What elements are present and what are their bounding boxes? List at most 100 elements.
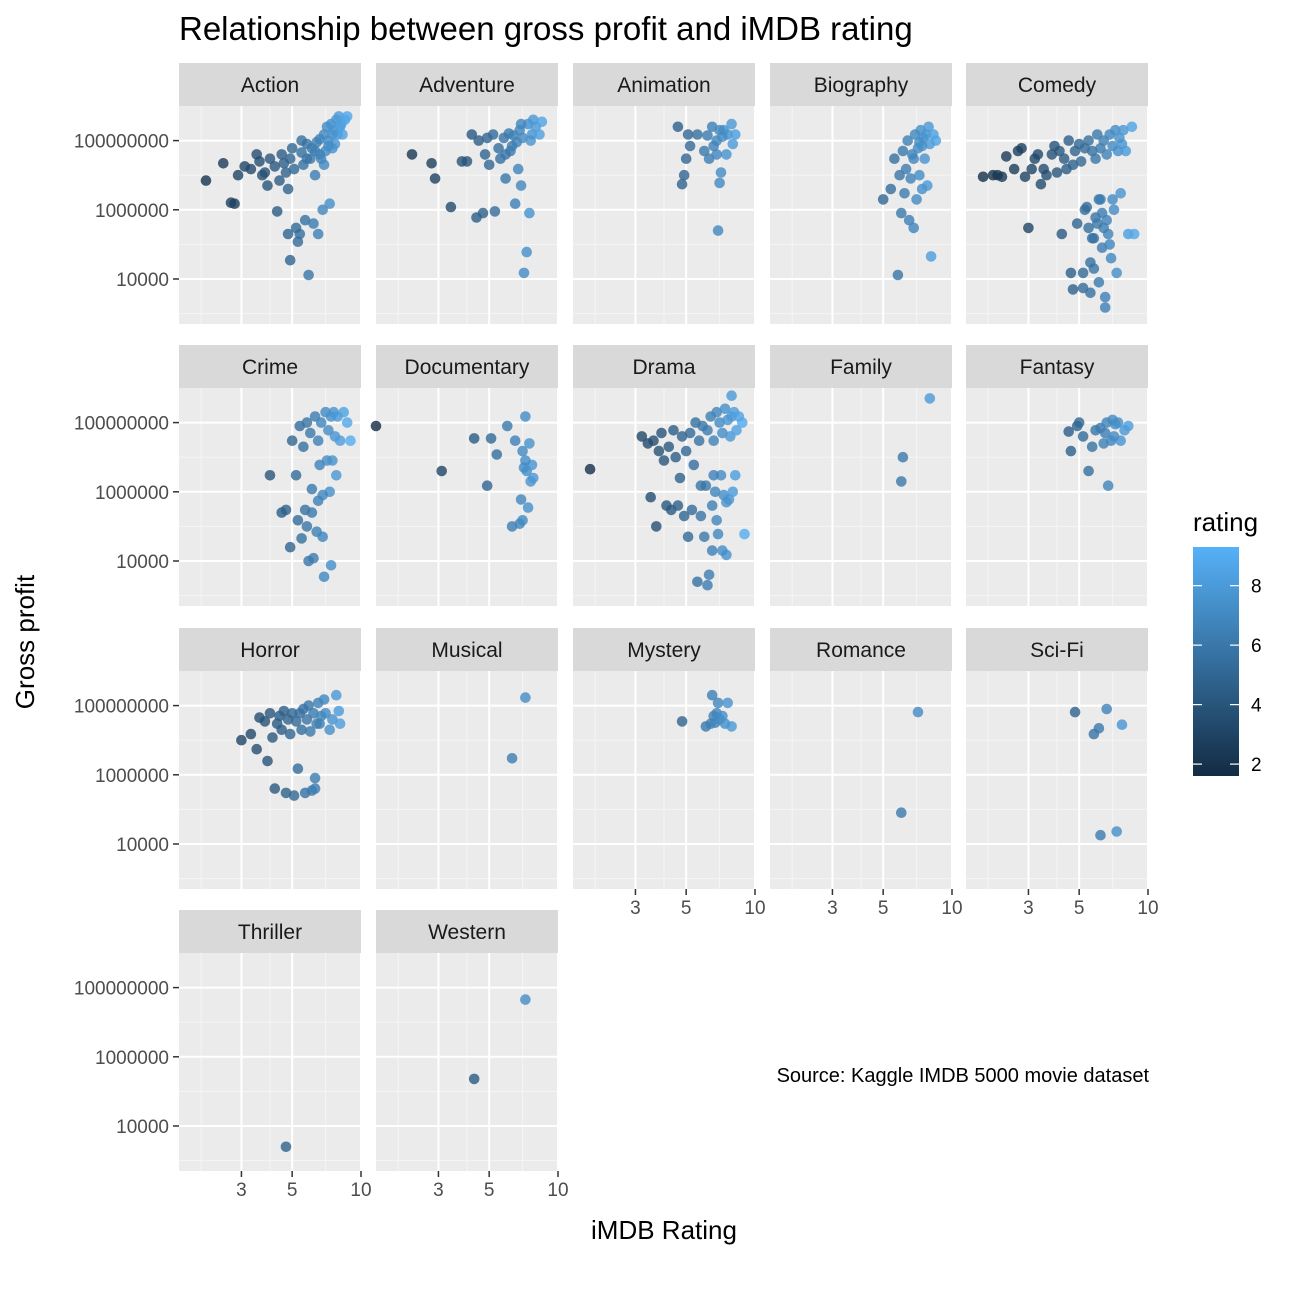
data-point	[309, 169, 321, 181]
data-point	[923, 121, 934, 133]
data-point	[259, 167, 271, 178]
facet-strip	[179, 63, 361, 106]
data-point	[278, 705, 290, 717]
data-point	[1093, 277, 1105, 288]
y-axis-label: Gross profit	[10, 574, 40, 709]
data-point	[977, 171, 989, 183]
data-point	[730, 129, 741, 140]
facet-strip	[573, 345, 755, 388]
data-point	[426, 158, 437, 169]
data-point	[711, 515, 722, 526]
data-point	[1056, 228, 1068, 240]
data-point	[1111, 267, 1122, 279]
data-point	[708, 435, 719, 447]
facet-horror: Horror	[179, 628, 362, 889]
data-point	[525, 135, 536, 146]
data-point	[520, 692, 531, 703]
data-point	[1077, 267, 1089, 279]
chart-title: Relationship between gross profit and iM…	[179, 10, 913, 47]
data-point	[524, 207, 535, 219]
data-point	[930, 135, 942, 146]
data-point	[528, 472, 539, 484]
data-point	[925, 251, 937, 262]
data-point	[274, 175, 285, 186]
data-point	[903, 214, 915, 226]
data-point	[429, 173, 441, 184]
data-point	[715, 470, 727, 481]
data-point	[323, 140, 334, 152]
data-point	[306, 507, 318, 518]
data-point	[517, 132, 528, 144]
facet-label: Crime	[242, 356, 298, 379]
data-point	[658, 455, 670, 466]
data-point	[288, 163, 300, 175]
facet-strip	[179, 910, 361, 953]
data-point	[271, 206, 283, 217]
data-point	[1035, 178, 1047, 190]
data-point	[896, 807, 907, 818]
data-point	[522, 502, 534, 513]
data-point	[674, 472, 686, 484]
data-point	[1104, 239, 1115, 250]
data-point	[1051, 167, 1063, 178]
data-point	[515, 180, 527, 191]
data-point	[327, 455, 338, 466]
data-point	[703, 569, 715, 581]
data-point	[889, 153, 900, 164]
data-point	[1107, 194, 1118, 205]
x-tick-label: 10	[547, 1180, 568, 1201]
data-point	[1093, 723, 1105, 734]
legend-tick-label: 4	[1251, 696, 1262, 717]
data-point	[292, 515, 304, 526]
data-point	[676, 431, 688, 442]
data-point	[327, 129, 338, 140]
data-point	[702, 579, 713, 591]
legend-title: rating	[1193, 507, 1258, 537]
legend-tick-label: 8	[1251, 577, 1262, 598]
data-point	[509, 435, 521, 447]
data-point	[1001, 151, 1012, 162]
data-point	[708, 470, 719, 481]
y-tick-label: 100000000	[74, 697, 169, 718]
facet-label: Musical	[431, 639, 502, 662]
data-point	[1008, 163, 1020, 175]
data-point	[636, 431, 648, 442]
data-point	[298, 441, 309, 453]
data-point	[520, 411, 531, 422]
data-point	[1026, 163, 1037, 175]
data-point	[1083, 465, 1094, 477]
data-point	[280, 1141, 292, 1153]
data-point	[262, 180, 273, 191]
x-tick-label: 3	[1023, 898, 1034, 919]
data-point	[493, 143, 504, 154]
data-point	[524, 438, 535, 449]
facet-fantasy: Fantasy	[966, 345, 1149, 606]
data-point	[922, 180, 933, 191]
data-point	[1118, 124, 1129, 136]
data-point	[254, 156, 265, 167]
data-point	[900, 163, 912, 175]
data-point	[912, 706, 924, 718]
data-point	[678, 510, 690, 522]
data-point	[515, 494, 527, 505]
facet-label: Action	[241, 74, 299, 97]
data-point	[916, 140, 928, 152]
data-point	[686, 504, 698, 516]
legend-tick-label: 6	[1251, 636, 1262, 657]
facet-musical: Musical	[376, 628, 559, 889]
data-point	[338, 406, 350, 418]
data-point	[479, 149, 491, 160]
facet-label: Biography	[814, 74, 909, 97]
facet-strip	[376, 910, 558, 953]
x-tick-label: 10	[744, 898, 765, 919]
data-point	[715, 167, 727, 178]
data-point	[1099, 302, 1111, 313]
data-point	[276, 724, 288, 736]
data-point	[885, 183, 897, 195]
data-point	[506, 753, 518, 764]
data-point	[331, 470, 342, 481]
data-point	[648, 435, 659, 447]
data-point	[1016, 143, 1027, 154]
data-point	[466, 129, 478, 140]
